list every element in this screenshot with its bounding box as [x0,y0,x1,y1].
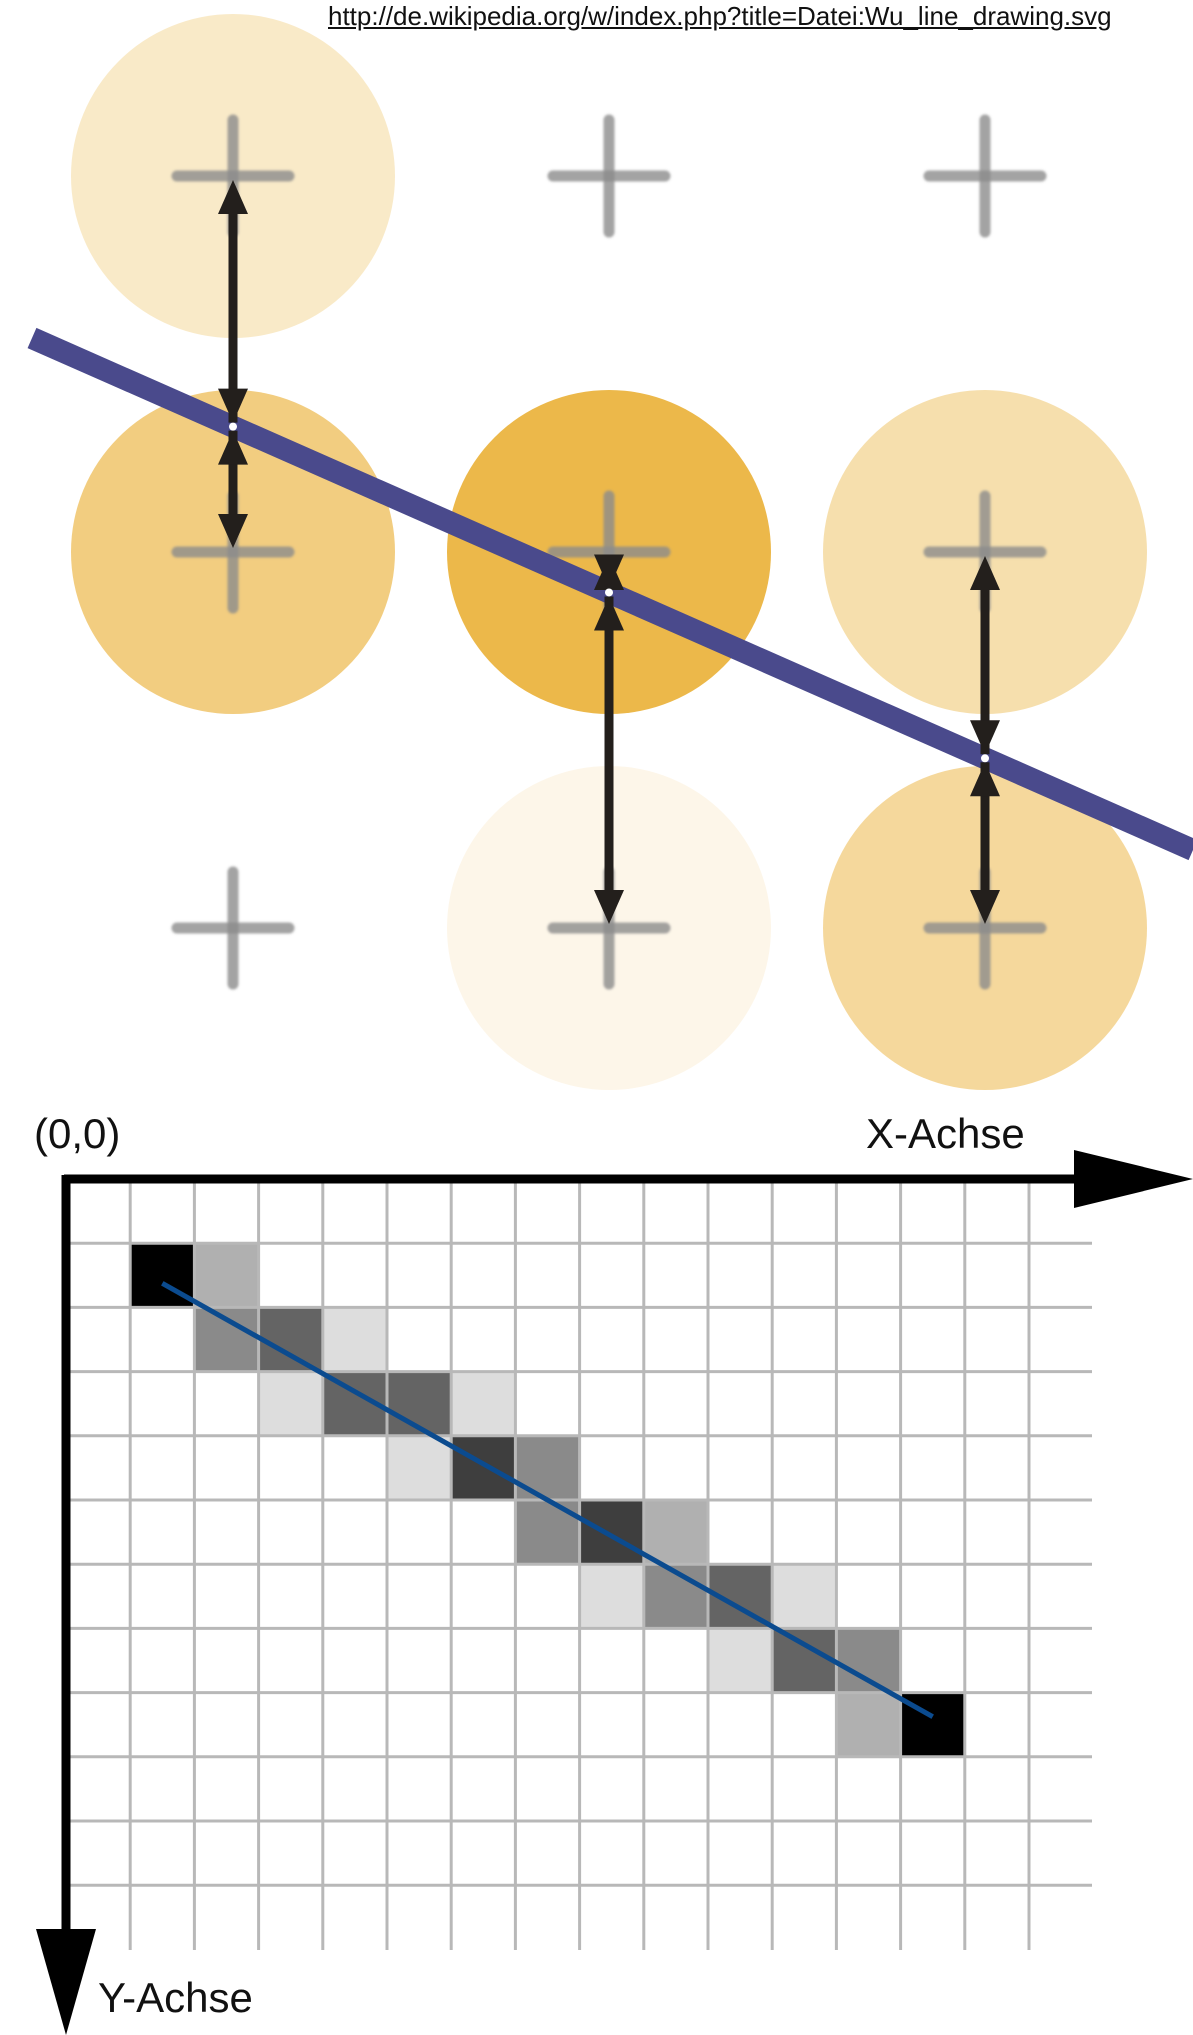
pixel-cell [579,1500,644,1565]
arrow-tail-head [970,762,1000,797]
pixel-cell [836,1692,901,1757]
source-url-link[interactable]: http://de.wikipedia.org/w/index.php?titl… [328,1,1112,31]
cross-icon [547,114,671,238]
line-intersection-point [229,422,237,431]
pixel-cell [643,1500,708,1565]
arrow-tail-head [594,554,624,589]
wu-sampling-illustration [27,14,1193,1090]
distance-arrow [218,430,248,548]
distance-arrow [970,556,1000,755]
distance-arrow [594,596,624,924]
axes [36,1150,1193,2035]
pixel-cell [708,1628,773,1693]
arrow-head [594,890,624,924]
antialiased-pixels [130,1243,965,1757]
arrow-head [970,890,1000,924]
arrow-tail-head [594,596,624,631]
x-axis-arrow-icon [1074,1150,1193,1208]
pixel-cell [258,1307,323,1372]
pixel-line [161,1281,934,1719]
pixel-grid-illustration: (0,0) X-Achse Y-Achse [34,1110,1193,2035]
arrow-tail-head [218,388,248,423]
pixel-grid [66,1179,1092,1950]
x-axis-label: X-Achse [866,1110,1025,1157]
pixel-cell [451,1435,516,1500]
pixel-cell [772,1564,837,1629]
arrow-head [218,514,248,548]
cross-icon [171,866,295,990]
pixel-cell [579,1564,644,1629]
cross-icon [923,114,1047,238]
distance-arrows [218,180,1000,924]
pixel-cell [387,1435,452,1500]
y-axis-arrow-icon [36,1929,96,2035]
arrow-tail-head [218,430,248,465]
pixel-cell [515,1435,580,1500]
line-intersection-point [605,588,613,597]
pixel-cell [322,1307,387,1372]
arrow-head [218,180,248,214]
pixel-cell [194,1243,259,1308]
distance-arrow [218,180,248,423]
y-axis-label: Y-Achse [98,1974,253,2021]
arrow-tail-head [970,720,1000,755]
origin-label: (0,0) [34,1110,120,1157]
line-intersection-point [981,754,989,763]
distance-arrow [970,762,1000,924]
pixel-cell [258,1371,323,1436]
pixel-cell [772,1628,837,1693]
pixel-cell [451,1371,516,1436]
arrow-head [970,556,1000,590]
pixel-cell [515,1500,580,1565]
